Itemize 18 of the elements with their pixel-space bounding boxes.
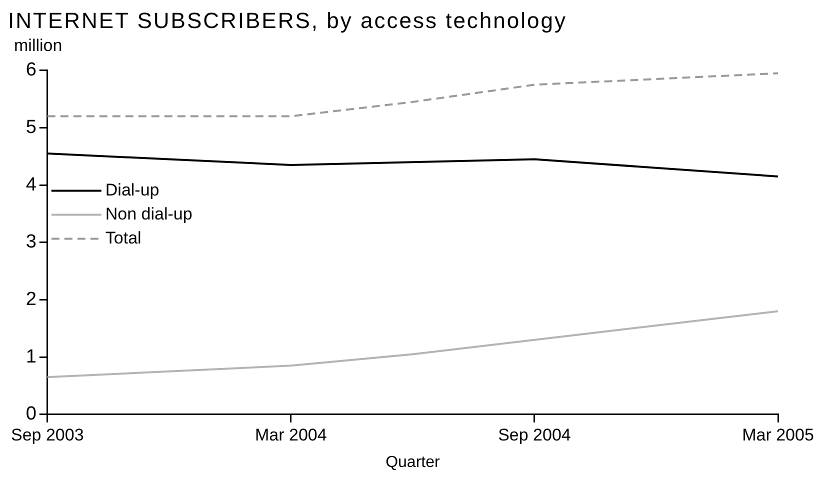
legend-label: Dial-up <box>105 180 160 200</box>
y-tick-label: 0 <box>26 404 36 425</box>
y-tick-label: 3 <box>26 232 36 253</box>
legend-label: Non dial-up <box>105 204 192 224</box>
y-axis-title: million <box>14 36 64 56</box>
x-tick-label: Mar 2005 <box>742 425 814 444</box>
legend-label: Total <box>105 228 142 248</box>
y-tick-label: 2 <box>26 288 36 310</box>
y-tick-label: 4 <box>26 174 37 196</box>
x-tick-label: Sep 2003 <box>10 425 84 444</box>
x-tick-label: Sep 2004 <box>498 425 571 444</box>
y-tick-label: 5 <box>26 116 36 138</box>
x-axis-title: Quarter <box>386 454 440 471</box>
y-tick-label: 6 <box>26 60 36 81</box>
chart-title: INTERNET SUBSCRIBERS, by access technology <box>8 8 568 34</box>
line-series <box>46 72 779 118</box>
y-tick-label: 1 <box>26 346 36 368</box>
x-tick-label: Mar 2004 <box>255 425 327 444</box>
